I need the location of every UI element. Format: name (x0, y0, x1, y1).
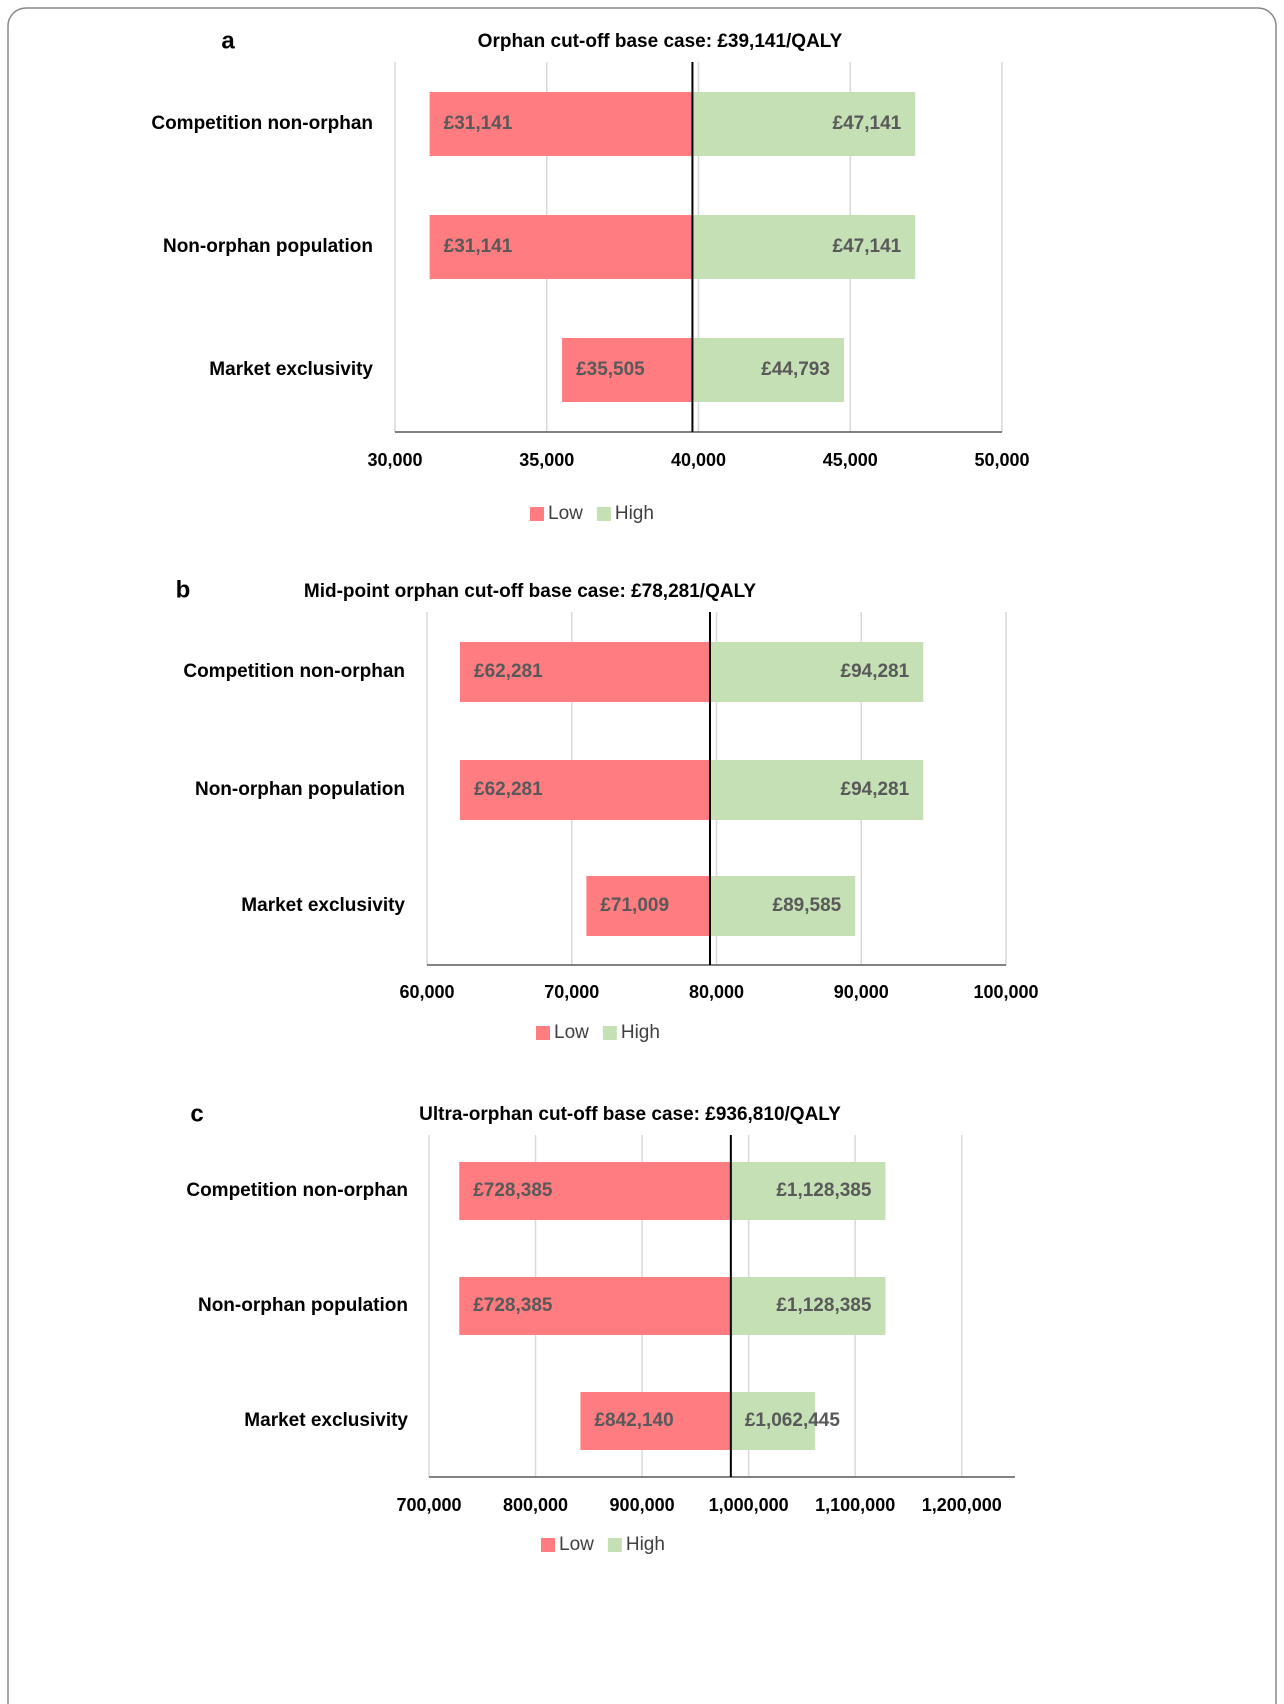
value-label: £728,385 (473, 1295, 553, 1316)
category-label: Competition non-orphan (183, 661, 405, 682)
x-tick-label: 60,000 (399, 982, 454, 1002)
legend-label: High (626, 1534, 665, 1555)
legend-label: Low (548, 503, 583, 524)
bar (460, 642, 710, 702)
bar (459, 1277, 731, 1335)
value-label: £89,585 (773, 895, 842, 916)
category-label: Non-orphan population (163, 236, 373, 257)
value-label: £47,141 (833, 113, 902, 134)
category-label: Market exclusivity (244, 1410, 408, 1431)
panel-label: a (221, 27, 235, 54)
x-tick-label: 700,000 (396, 1495, 461, 1515)
value-label: £1,128,385 (776, 1295, 872, 1316)
x-tick-label: 1,000,000 (709, 1495, 789, 1515)
bar (459, 1162, 731, 1220)
value-label: £94,281 (841, 661, 910, 682)
x-tick-label: 1,100,000 (815, 1495, 895, 1515)
value-label: £47,141 (833, 236, 902, 257)
category-label: Market exclusivity (241, 895, 405, 916)
value-label: £842,140 (594, 1410, 673, 1431)
x-tick-label: 40,000 (671, 450, 726, 470)
x-tick-label: 30,000 (367, 450, 422, 470)
value-label: £35,505 (576, 359, 645, 380)
legend-label: Low (554, 1022, 589, 1043)
panel-label: c (190, 1100, 203, 1127)
category-label: Non-orphan population (195, 779, 405, 800)
bar (692, 92, 916, 156)
bar (460, 760, 710, 820)
legend-swatch (607, 1538, 622, 1552)
panel-label: b (176, 576, 191, 603)
legend-swatch (541, 1538, 555, 1552)
value-label: £31,141 (444, 113, 513, 134)
x-tick-label: 50,000 (974, 450, 1029, 470)
category-label: Competition non-orphan (151, 113, 373, 134)
value-label: £728,385 (473, 1180, 553, 1201)
bar (709, 876, 856, 936)
x-tick-label: 1,200,000 (922, 1495, 1002, 1515)
bar (429, 215, 693, 279)
x-tick-label: 100,000 (973, 982, 1038, 1002)
chart-title: Ultra-orphan cut-off base case: £936,810… (419, 1104, 841, 1125)
x-tick-label: 80,000 (689, 982, 744, 1002)
x-tick-label: 70,000 (544, 982, 599, 1002)
bar (580, 1392, 731, 1450)
bar (429, 92, 693, 156)
legend-swatch (596, 507, 611, 521)
legend-label: High (615, 503, 654, 524)
legend-swatch (536, 1026, 550, 1040)
category-label: Competition non-orphan (186, 1180, 408, 1201)
legend-swatch (530, 507, 544, 521)
category-label: Non-orphan population (198, 1295, 408, 1316)
bar (562, 338, 693, 402)
bar (730, 1277, 886, 1335)
value-label: £62,281 (474, 779, 543, 800)
x-tick-label: 35,000 (519, 450, 574, 470)
bar (709, 760, 924, 820)
bar (692, 215, 916, 279)
legend-label: High (621, 1022, 660, 1043)
value-label: £71,009 (600, 895, 669, 916)
bar (709, 642, 924, 702)
value-label: £62,281 (474, 661, 543, 682)
x-tick-label: 900,000 (610, 1495, 675, 1515)
value-label: £31,141 (444, 236, 513, 257)
frame (7, 7, 1277, 1704)
bar (730, 1392, 816, 1450)
chart-title: Mid-point orphan cut-off base case: £78,… (304, 581, 757, 602)
value-label: £94,281 (841, 779, 910, 800)
bar (730, 1162, 886, 1220)
x-tick-label: 800,000 (503, 1495, 568, 1515)
value-label: £1,062,445 (745, 1410, 841, 1431)
value-label: £44,793 (761, 359, 830, 380)
bar (692, 338, 844, 402)
x-tick-label: 90,000 (834, 982, 889, 1002)
legend-label: Low (559, 1534, 594, 1555)
chart-title: Orphan cut-off base case: £39,141/QALY (478, 31, 843, 52)
category-label: Market exclusivity (209, 359, 373, 380)
bar (586, 876, 710, 936)
legend-swatch (602, 1026, 617, 1040)
x-tick-label: 45,000 (823, 450, 878, 470)
value-label: £1,128,385 (776, 1180, 872, 1201)
